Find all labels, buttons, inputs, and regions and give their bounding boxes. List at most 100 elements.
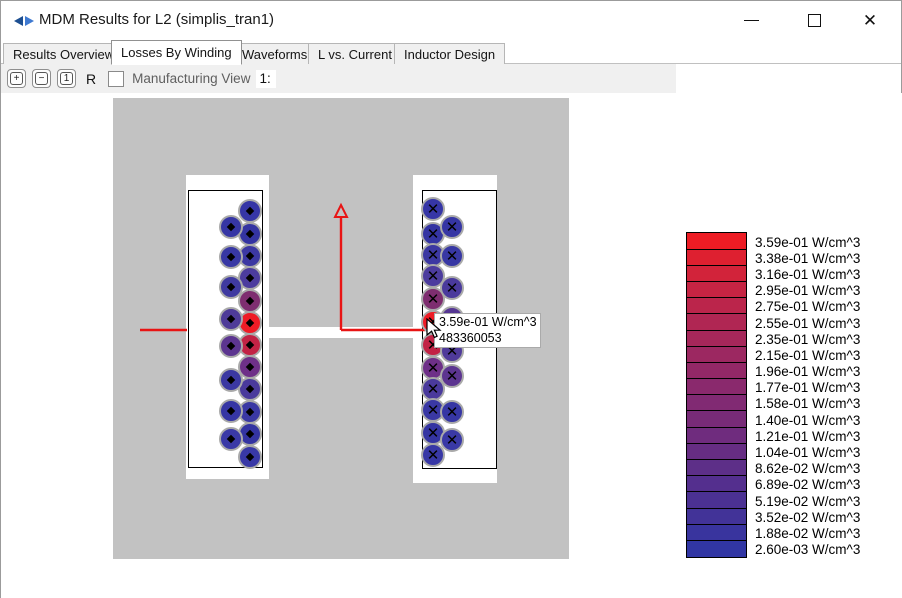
current-out-of-page-icon xyxy=(245,273,255,283)
tab-results-overview[interactable]: Results Overview xyxy=(3,43,125,64)
legend-row: 3.38e-01 W/cm^3 xyxy=(686,248,861,267)
legend-swatch xyxy=(686,313,747,332)
manufacturing-view-label: Manufacturing View xyxy=(132,71,251,86)
minimize-button[interactable] xyxy=(728,1,774,39)
winding-turn[interactable] xyxy=(238,199,262,223)
legend-swatch xyxy=(686,264,747,283)
winding-turn[interactable]: ✕ xyxy=(440,244,464,268)
mouse-cursor-icon xyxy=(426,318,442,339)
current-out-of-page-icon xyxy=(226,406,236,416)
current-into-page-icon: ✕ xyxy=(445,430,459,449)
close-button[interactable]: ✕ xyxy=(847,1,893,39)
legend-row: 1.04e-01 W/cm^3 xyxy=(686,442,861,461)
current-into-page-icon: ✕ xyxy=(426,379,440,398)
current-out-of-page-icon xyxy=(245,407,255,417)
winding-turn[interactable]: ✕ xyxy=(421,443,445,467)
current-into-page-icon: ✕ xyxy=(426,224,440,243)
winding-turn[interactable]: ✕ xyxy=(440,276,464,300)
legend-swatch xyxy=(686,523,747,542)
zoom-reset-button[interactable]: 1 xyxy=(57,69,76,88)
current-out-of-page-icon xyxy=(226,341,236,351)
current-into-page-icon: ✕ xyxy=(426,445,440,464)
legend-value: 1.88e-02 W/cm^3 xyxy=(755,525,861,541)
legend-swatch xyxy=(686,297,747,315)
legend-row: 1.21e-01 W/cm^3 xyxy=(686,426,861,445)
legend-value: 1.58e-01 W/cm^3 xyxy=(755,396,861,412)
tab-l-vs-current[interactable]: L vs. Current xyxy=(308,43,402,64)
winding-turn[interactable] xyxy=(219,275,243,299)
winding-turn[interactable] xyxy=(219,399,243,423)
legend-row: 5.19e-02 W/cm^3 xyxy=(686,491,860,510)
legend-row: 3.16e-01 W/cm^3 xyxy=(686,264,860,283)
current-out-of-page-icon xyxy=(245,251,255,261)
current-into-page-icon: ✕ xyxy=(445,402,459,421)
legend-swatch xyxy=(686,345,747,364)
winding-turn[interactable]: ✕ xyxy=(421,287,445,311)
current-out-of-page-icon xyxy=(245,229,255,239)
tab-losses-by-winding[interactable]: Losses By Winding xyxy=(111,40,242,65)
window-title: MDM Results for L2 (simplis_tran1) xyxy=(39,11,275,28)
legend-value: 1.04e-01 W/cm^3 xyxy=(755,445,861,461)
legend-swatch xyxy=(686,280,747,299)
loss-legend: 3.59e-01 W/cm^3 3.38e-01 W/cm^3 3.16e-01 W… xyxy=(686,232,861,558)
current-out-of-page-icon xyxy=(226,314,236,324)
winding-turn[interactable] xyxy=(238,445,262,469)
r-button[interactable]: R xyxy=(86,70,97,87)
current-out-of-page-icon xyxy=(245,362,255,372)
current-out-of-page-icon xyxy=(245,452,255,462)
tab-waveforms[interactable]: Waveforms xyxy=(232,43,318,64)
legend-value: 6.89e-02 W/cm^3 xyxy=(755,477,861,493)
zoom-out-icon: − xyxy=(35,72,48,85)
legend-value: 2.75e-01 W/cm^3 xyxy=(755,299,861,315)
maximize-button[interactable] xyxy=(791,1,837,39)
zoom-in-button[interactable]: + xyxy=(7,69,26,88)
winding-turn[interactable]: ✕ xyxy=(440,215,464,239)
current-into-page-icon: ✕ xyxy=(426,400,440,419)
legend-swatch xyxy=(686,475,747,494)
winding-turn[interactable] xyxy=(219,368,243,392)
winding-turn[interactable]: ✕ xyxy=(440,428,464,452)
tab-inductor-design[interactable]: Inductor Design xyxy=(394,43,506,64)
winding-turn[interactable] xyxy=(219,427,243,451)
winding-turn[interactable] xyxy=(219,215,243,239)
legend-swatch xyxy=(686,361,747,380)
current-into-page-icon: ✕ xyxy=(445,278,459,297)
close-icon: ✕ xyxy=(862,10,878,30)
legend-swatch xyxy=(686,426,747,445)
legend-row: 8.62e-02 W/cm^3 xyxy=(686,459,861,477)
legend-value: 1.21e-01 W/cm^3 xyxy=(755,428,861,444)
legend-value: 8.62e-02 W/cm^3 xyxy=(755,461,861,477)
current-out-of-page-icon xyxy=(245,340,255,350)
legend-row: 1.96e-01 W/cm^3 xyxy=(686,361,860,380)
legend-swatch xyxy=(686,539,747,558)
legend-row: 1.58e-01 W/cm^3 xyxy=(686,394,861,413)
legend-swatch xyxy=(686,329,747,348)
legend-row: 1.88e-02 W/cm^3 xyxy=(686,523,861,542)
manufacturing-view-checkbox[interactable] xyxy=(108,70,125,87)
legend-swatch xyxy=(686,507,747,526)
winding-turn[interactable] xyxy=(219,334,243,358)
legend-value: 3.59e-01 W/cm^3 xyxy=(755,234,861,250)
cross-section-canvas[interactable]: ✕✕✕✕✕✕✕✕✕✕✕✕✕✕✕✕✕✕✕✕ 3.59e-01 W/cm^3 483… xyxy=(1,93,902,598)
legend-value: 2.60e-03 W/cm^3 xyxy=(755,542,861,558)
legend-swatch xyxy=(686,378,747,396)
legend-row: 2.55e-01 W/cm^3 xyxy=(686,313,860,332)
toolbar: + − 1 R Manufacturing View 1: xyxy=(1,64,676,93)
legend-row: 2.75e-01 W/cm^3 xyxy=(686,297,861,315)
current-into-page-icon: ✕ xyxy=(426,423,440,442)
current-out-of-page-icon xyxy=(245,296,255,306)
legend-row: 2.60e-03 W/cm^3 xyxy=(686,539,861,558)
legend-row: 1.40e-01 W/cm^3 xyxy=(686,410,860,429)
winding-turn[interactable] xyxy=(219,307,243,331)
winding-turn[interactable]: ✕ xyxy=(421,197,445,221)
winding-turn[interactable]: ✕ xyxy=(440,400,464,424)
legend-value: 3.38e-01 W/cm^3 xyxy=(755,250,861,266)
scale-value[interactable]: 1: xyxy=(256,69,276,88)
zoom-out-button[interactable]: − xyxy=(32,69,51,88)
winding-turn[interactable]: ✕ xyxy=(440,364,464,388)
legend-swatch xyxy=(686,459,747,477)
current-into-page-icon: ✕ xyxy=(426,358,440,377)
winding-turn[interactable] xyxy=(219,245,243,269)
maximize-icon xyxy=(807,13,821,27)
legend-value: 1.77e-01 W/cm^3 xyxy=(755,380,861,396)
